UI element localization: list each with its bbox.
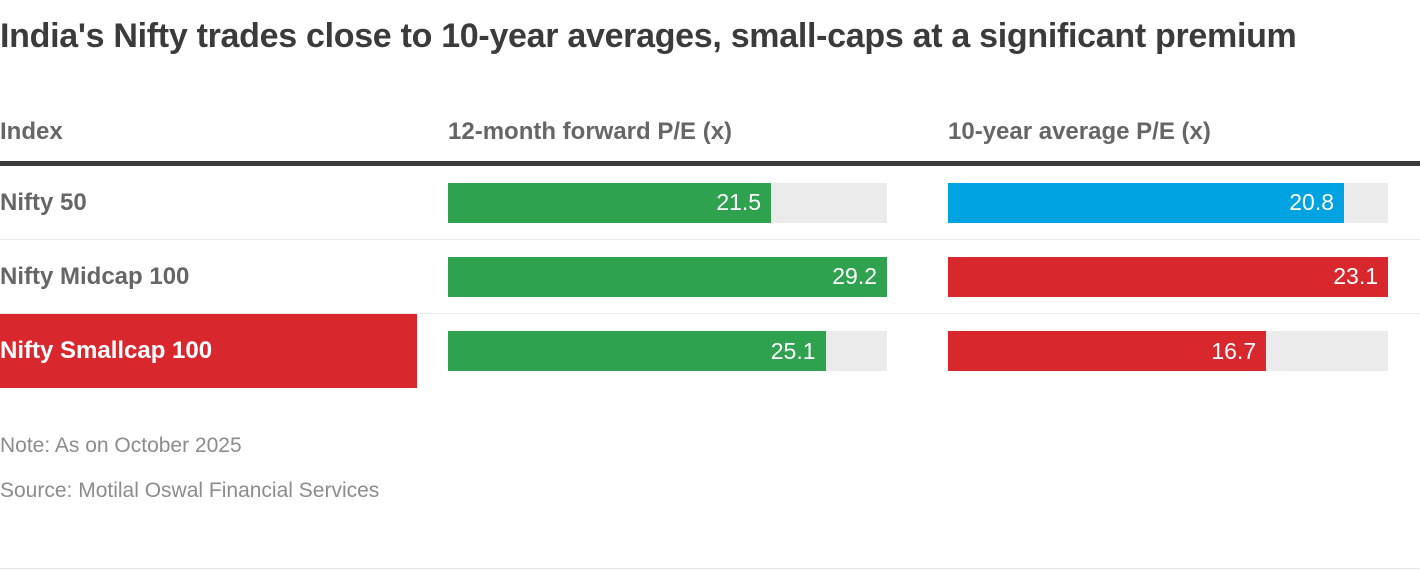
bar-fill: 20.8 [948, 182, 1344, 223]
bar-value: 21.5 [716, 189, 762, 215]
column-header-average-pe: 10-year average P/E (x) [948, 118, 1211, 145]
bar-fill: 29.2 [448, 256, 887, 297]
bar-track: 25.1 [448, 331, 887, 371]
bar-value: 16.7 [1211, 337, 1257, 364]
bar-value: 23.1 [1333, 263, 1378, 289]
source-text: Source: Motilal Oswal Financial Services [0, 479, 380, 502]
bar-value: 29.2 [832, 263, 877, 289]
bar-track: 29.2 [448, 256, 887, 297]
average-pe-cell: 16.7 [948, 331, 1388, 371]
index-label: Nifty Midcap 100 [0, 262, 190, 290]
bar-fill: 25.1 [448, 331, 826, 371]
forward-pe-cell: 21.5 [448, 182, 887, 223]
table-row: Nifty 50 21.5 20.8 [0, 166, 1420, 240]
table-row: Nifty Smallcap 100 25.1 16.7 [0, 314, 1420, 388]
table-row: Nifty Midcap 100 29.2 23.1 [0, 240, 1420, 314]
chart-title: India's Nifty trades close to 10-year av… [0, 17, 1297, 55]
average-pe-cell: 23.1 [948, 256, 1388, 297]
forward-pe-cell: 29.2 [448, 256, 887, 297]
bar-track: 16.7 [948, 331, 1388, 371]
bar-fill: 21.5 [448, 182, 772, 223]
index-label: Nifty 50 [0, 188, 87, 216]
table-body: Nifty 50 21.5 20.8 Nifty Midcap 100 [0, 166, 1420, 388]
note-text: Note: As on October 2025 [0, 434, 242, 457]
bar-track: 23.1 [948, 256, 1388, 297]
bar-track: 20.8 [948, 182, 1388, 223]
bar-fill: 23.1 [948, 256, 1388, 297]
bar-track: 21.5 [448, 182, 887, 223]
index-label: Nifty Smallcap 100 [0, 314, 417, 388]
column-header-index: Index [0, 118, 63, 145]
bar-fill: 16.7 [948, 331, 1267, 371]
bottom-divider [0, 568, 1420, 569]
column-header-forward-pe: 12-month forward P/E (x) [448, 118, 733, 145]
bar-value: 20.8 [1289, 189, 1334, 215]
table-header-row: Index 12-month forward P/E (x) 10-year a… [0, 118, 1420, 166]
average-pe-cell: 20.8 [948, 182, 1388, 223]
bar-value: 25.1 [770, 337, 816, 364]
forward-pe-cell: 25.1 [448, 331, 887, 371]
